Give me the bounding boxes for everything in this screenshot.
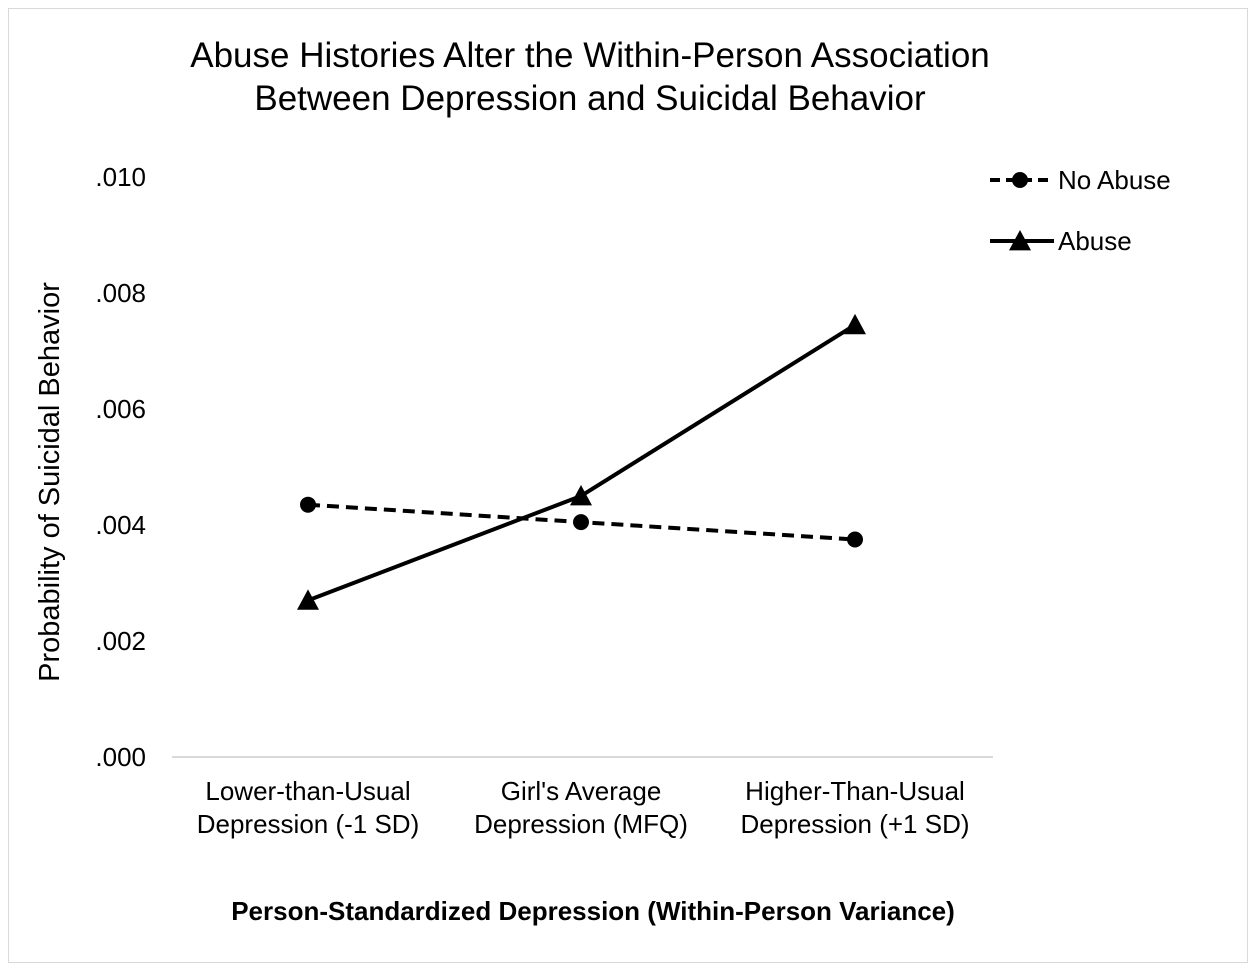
y-tick-label: .010 (95, 162, 146, 192)
abuse-data-point (570, 485, 592, 506)
y-tick-label: .000 (95, 742, 146, 772)
x-tick-label: Lower-than-Usual (205, 776, 410, 806)
x-tick-label: Depression (-1 SD) (197, 809, 420, 839)
abuse-series-line (307, 323, 857, 603)
y-tick-label: .002 (95, 626, 146, 656)
legend-abuse-marker (1009, 230, 1031, 251)
no-abuse-data-point (300, 496, 316, 513)
y-axis-title: Probability of Suicidal Behavior (34, 282, 66, 682)
legend-abuse-label: Abuse (1058, 226, 1132, 256)
y-tick-label: .006 (95, 394, 146, 424)
chart-title-line-2: Between Depression and Suicidal Behavior (254, 79, 926, 118)
x-tick-label: Depression (MFQ) (474, 809, 688, 839)
y-tick-label: .004 (95, 510, 146, 540)
x-axis-title: Person-Standardized Depression (Within-P… (231, 896, 955, 926)
no-abuse-data-point (847, 531, 863, 548)
y-tick-labels: .000 .002 .004 .006 .008 .010 (95, 162, 146, 772)
x-tick-label: Depression (+1 SD) (740, 809, 969, 839)
no-abuse-data-point (573, 514, 589, 531)
legend-no-abuse-marker (1012, 172, 1028, 188)
chart-frame (8, 8, 1248, 963)
abuse-data-point (297, 589, 319, 610)
x-tick-label: Girl's Average (501, 776, 662, 806)
x-tick-label: Higher-Than-Usual (745, 776, 965, 806)
y-tick-label: .008 (95, 278, 146, 308)
series-layer (297, 313, 866, 610)
abuse-data-point (844, 313, 866, 335)
legend-no-abuse-label: No Abuse (1058, 165, 1171, 195)
chart-title-line-1: Abuse Histories Alter the Within-Person … (190, 36, 990, 75)
legend: No Abuse Abuse (990, 165, 1171, 256)
